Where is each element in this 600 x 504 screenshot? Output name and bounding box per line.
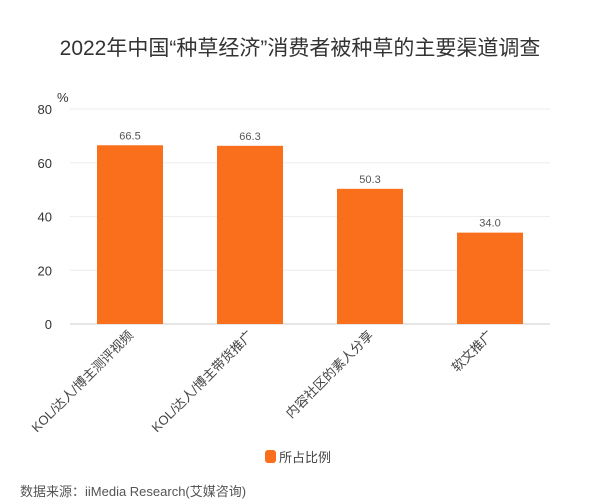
legend-swatch	[265, 450, 276, 463]
x-tick-label: KOL/达人/博主带货推广	[148, 328, 256, 436]
y-tick-label: 40	[38, 210, 52, 225]
chart-title: 2022年中国“种草经济”消费者被种草的主要渠道调查	[59, 37, 541, 60]
legend[interactable]: 所占比例	[265, 447, 331, 466]
bar	[217, 145, 283, 324]
legend-label: 所占比例	[279, 450, 332, 465]
data-label: 34.0	[479, 218, 500, 230]
y-axis-unit: %	[57, 90, 69, 105]
y-tick-label: 20	[38, 263, 52, 278]
x-tick-label: 软文推广	[449, 328, 496, 375]
data-label: 66.5	[119, 130, 140, 142]
data-label: 66.3	[239, 131, 260, 143]
y-tick-label: 60	[38, 156, 52, 171]
x-tick-label: KOL/达人/博主测评视频	[28, 328, 136, 436]
bar	[337, 188, 403, 324]
data-label: 50.3	[359, 174, 380, 186]
bar	[97, 145, 163, 324]
y-tick-label: 0	[45, 317, 52, 332]
source-note: 数据来源：iiMedia Research(艾媒咨询)	[20, 484, 247, 499]
bar	[457, 232, 523, 324]
x-tick-label: 内容社区的素人分享	[283, 328, 376, 421]
y-tick-label: 80	[38, 102, 52, 117]
